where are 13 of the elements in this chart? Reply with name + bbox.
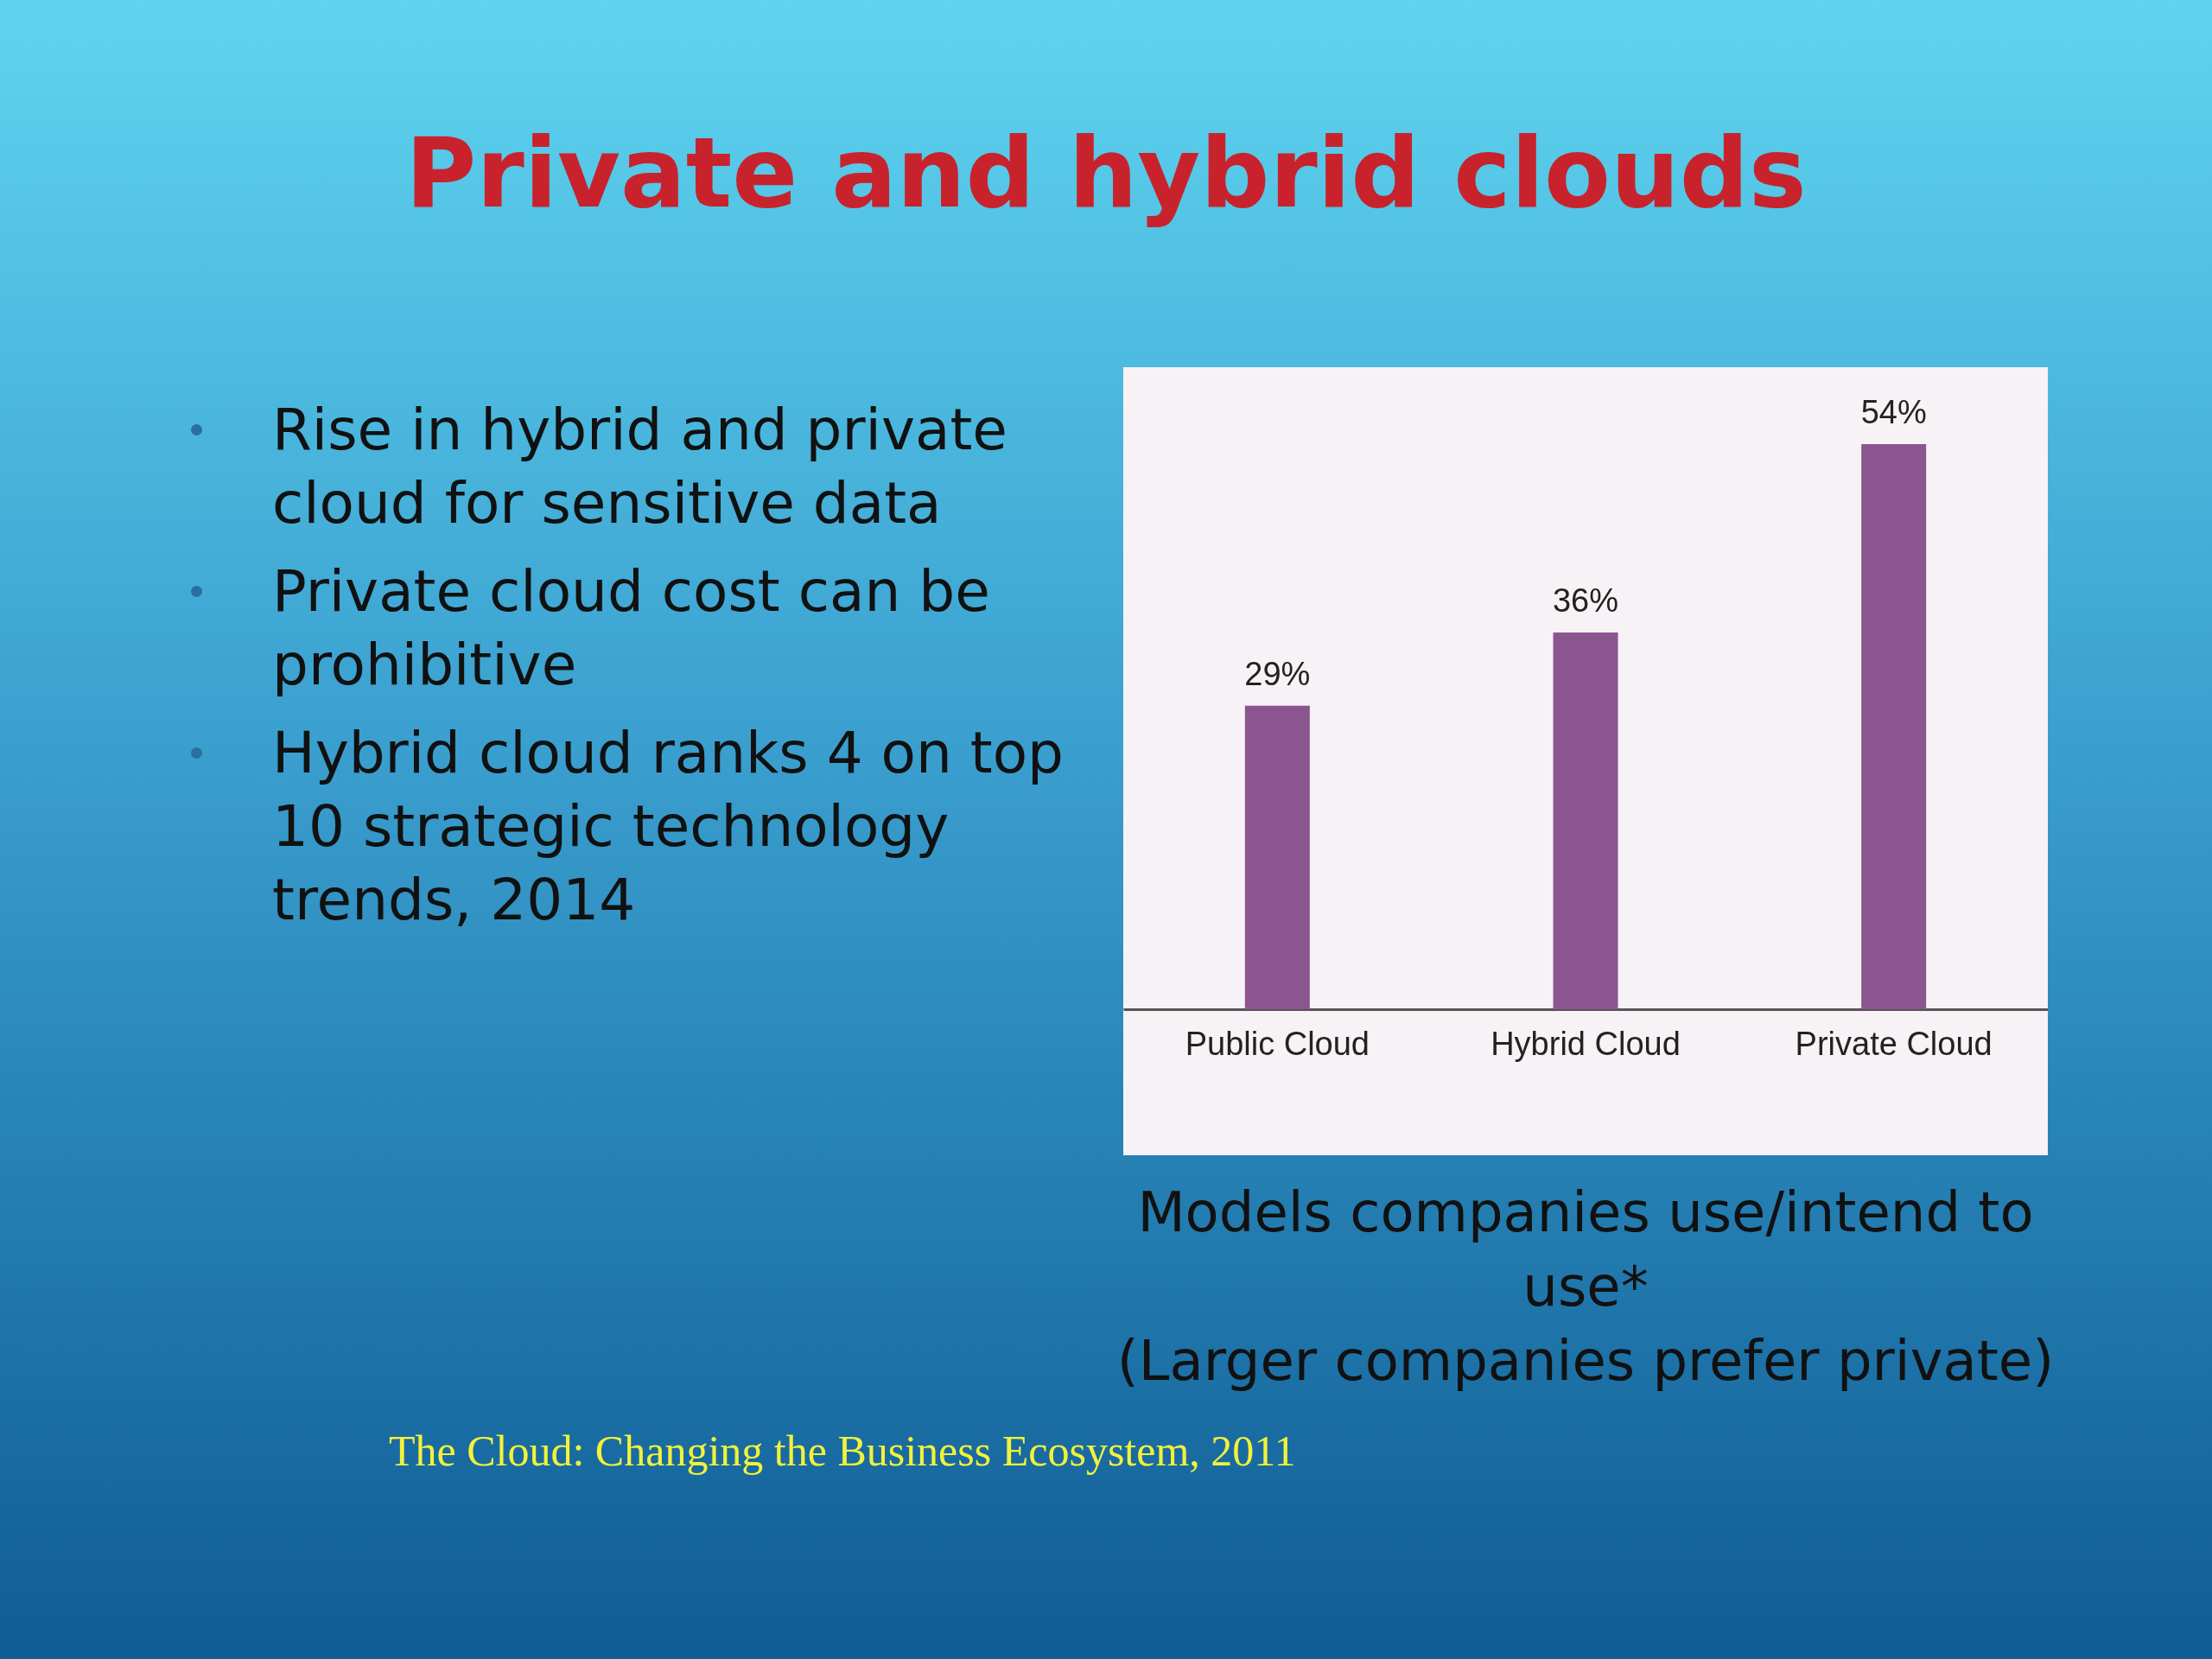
text: Models companies use/intend to use* xyxy=(1136,1179,2035,1320)
data-label: 29% xyxy=(1244,655,1311,692)
chart-title: Private and hybrid clouds xyxy=(404,117,1808,229)
data-label: 36% xyxy=(1552,582,1619,620)
text: Hybrid cloud ranks 4 on top 10 strategic technology trends, 2014 xyxy=(271,719,1065,935)
x-tick-label: Public Cloud xyxy=(1185,1025,1370,1062)
text: Private cloud cost can be prohibitive xyxy=(271,557,991,700)
text: Rise in hybrid and private cloud for sensitive data xyxy=(271,396,1008,538)
x-tick-label: Private Cloud xyxy=(1795,1025,1993,1062)
text: The Cloud: Changing the Business Ecosystem, 2011 xyxy=(389,1426,1296,1476)
text: (Larger companies prefer private) xyxy=(1116,1328,2056,1395)
x-tick-label: Hybrid Cloud xyxy=(1491,1025,1681,1062)
data-label: 54% xyxy=(1860,394,1927,431)
